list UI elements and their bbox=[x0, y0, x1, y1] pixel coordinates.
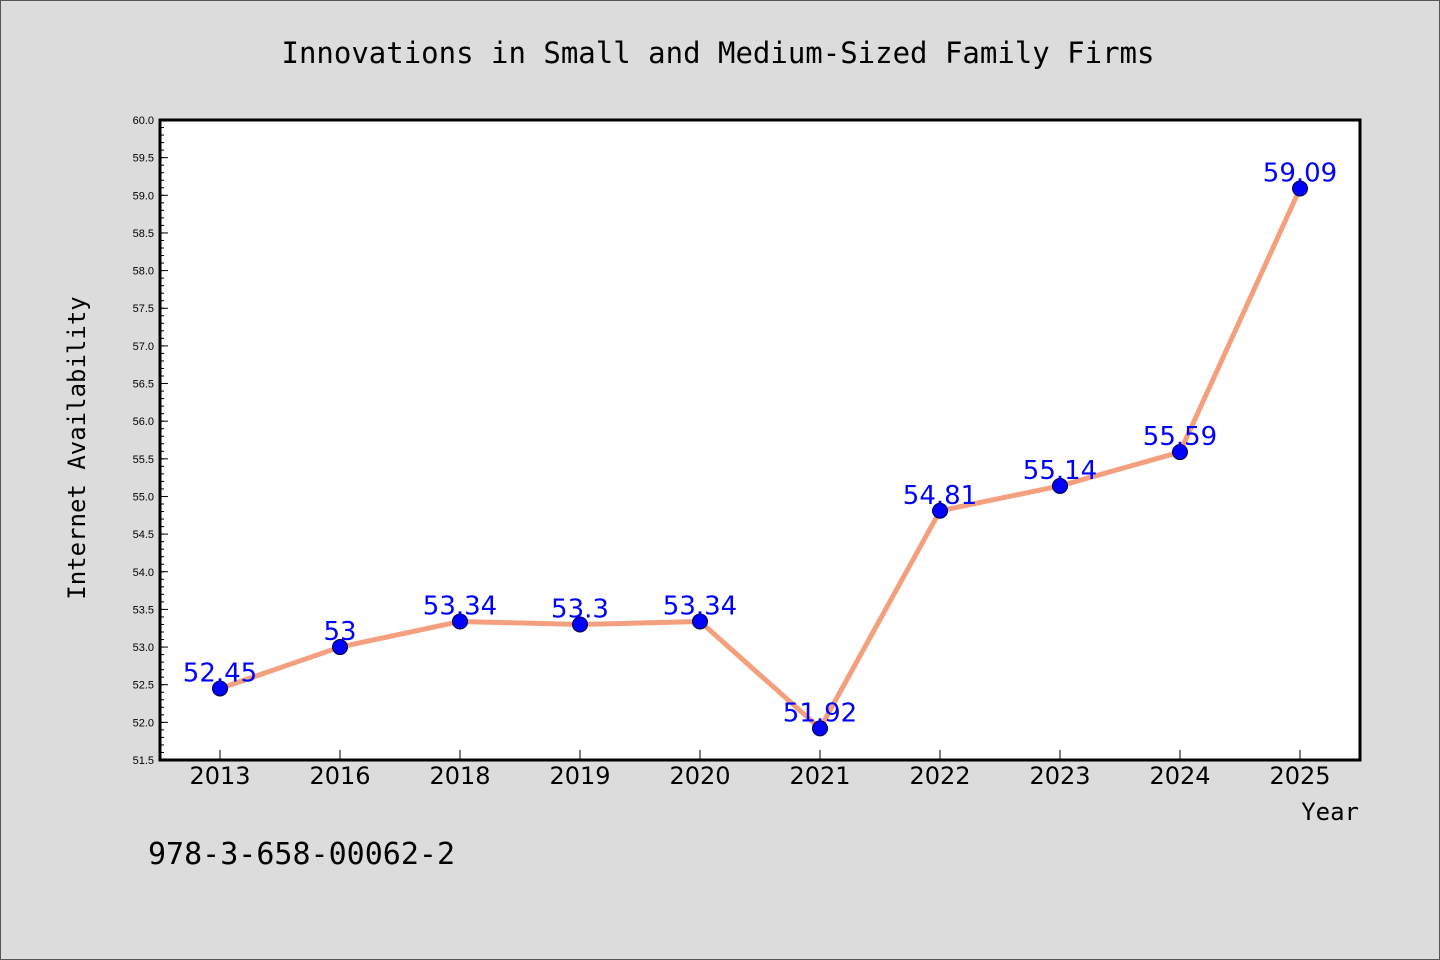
x-tick-label: 2016 bbox=[309, 762, 370, 790]
x-tick-label: 2013 bbox=[189, 762, 250, 790]
x-tick-label: 2022 bbox=[909, 762, 970, 790]
footer-code: 978-3-658-00062-2 bbox=[148, 837, 455, 872]
data-label: 53.34 bbox=[423, 591, 497, 621]
y-tick-label: 59.0 bbox=[133, 190, 154, 202]
data-label: 52.45 bbox=[183, 658, 257, 688]
y-tick-label: 56.0 bbox=[133, 416, 154, 428]
data-label: 59.09 bbox=[1263, 159, 1337, 189]
series-line bbox=[219, 187, 1303, 731]
x-tick-label: 2020 bbox=[669, 762, 730, 790]
x-axis: 2013 2016 2018 2019 2020 2021 2022 2023 2024 2025 bbox=[189, 750, 1331, 790]
x-tick-label: 2018 bbox=[429, 762, 490, 790]
data-label: 51.92 bbox=[783, 698, 857, 728]
x-axis-title: Year bbox=[1301, 798, 1359, 826]
y-tick-label: 57.0 bbox=[133, 341, 154, 353]
x-tick-label: 2024 bbox=[1149, 762, 1210, 790]
data-point bbox=[812, 720, 828, 737]
x-tick-label: 2025 bbox=[1269, 762, 1330, 790]
data-label: 53 bbox=[323, 617, 356, 647]
data-point bbox=[1172, 444, 1188, 461]
y-tick-label: 53.5 bbox=[133, 604, 154, 616]
data-point bbox=[1292, 180, 1308, 197]
y-tick-label: 52.5 bbox=[133, 680, 154, 692]
y-tick-label: 53.0 bbox=[133, 642, 154, 654]
data-point bbox=[212, 680, 228, 697]
data-point bbox=[572, 616, 588, 633]
plot-area bbox=[160, 120, 1360, 760]
y-axis-title: Internet Availability bbox=[63, 296, 91, 599]
data-point bbox=[332, 639, 348, 656]
y-tick-label: 52.0 bbox=[133, 717, 154, 729]
y-tick-label: 57.5 bbox=[133, 303, 154, 315]
y-tick-label: 54.5 bbox=[133, 529, 154, 541]
plot-border bbox=[158, 118, 1362, 762]
y-tick-label: 58.0 bbox=[133, 266, 154, 278]
data-label: 54.81 bbox=[903, 481, 977, 511]
data-label: 53.3 bbox=[551, 594, 609, 624]
y-tick-label: 51.5 bbox=[133, 755, 154, 767]
data-label: 55.59 bbox=[1143, 422, 1217, 452]
y-tick-label: 54.0 bbox=[133, 567, 154, 579]
data-point bbox=[692, 613, 708, 630]
data-point bbox=[452, 613, 468, 630]
data-point bbox=[932, 502, 948, 519]
y-tick-label: 59.5 bbox=[133, 153, 154, 165]
data-label: 55.14 bbox=[1023, 456, 1097, 486]
data-point bbox=[1052, 477, 1068, 494]
chart-title: Innovations in Small and Medium-Sized Fa… bbox=[282, 36, 1155, 70]
x-tick-label: 2021 bbox=[789, 762, 850, 790]
y-tick-label: 60.0 bbox=[133, 115, 154, 127]
x-tick-label: 2019 bbox=[549, 762, 610, 790]
data-label: 53.34 bbox=[663, 591, 737, 621]
y-tick-label: 55.5 bbox=[133, 454, 154, 466]
x-tick-label: 2023 bbox=[1029, 762, 1090, 790]
y-tick-label: 56.5 bbox=[133, 379, 154, 391]
data-series: 52.45 53 53.34 53.3 53.34 51.92 54.81 55.14 55.5… bbox=[183, 159, 1337, 737]
y-tick-label: 55.0 bbox=[133, 491, 154, 503]
y-tick-label: 58.5 bbox=[133, 228, 154, 240]
